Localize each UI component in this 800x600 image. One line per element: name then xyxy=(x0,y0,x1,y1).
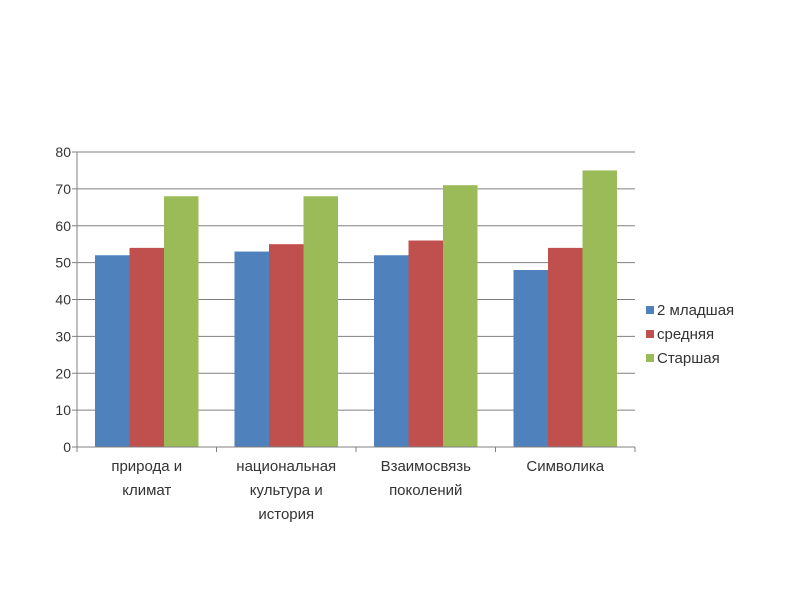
legend-label: 2 младшая xyxy=(657,302,734,319)
x-tick-label: поколений xyxy=(389,482,462,499)
x-tick-label: Взаимосвязь xyxy=(381,458,472,475)
y-tick-label: 10 xyxy=(55,402,71,418)
bar xyxy=(303,196,338,447)
y-tick-label: 80 xyxy=(55,144,71,160)
x-tick-label: климат xyxy=(122,482,171,499)
bar xyxy=(582,170,617,447)
bar xyxy=(374,255,409,447)
y-tick-label: 20 xyxy=(55,365,71,381)
bar xyxy=(408,240,443,447)
legend-swatch xyxy=(646,330,654,338)
legend: 2 младшая средняя Старшая xyxy=(646,302,734,367)
x-tick-label: история xyxy=(258,506,314,523)
bar xyxy=(548,247,583,447)
y-tick-label: 0 xyxy=(63,439,71,455)
bars xyxy=(95,170,617,447)
legend-label: Старшая xyxy=(657,350,720,367)
bar xyxy=(513,270,548,447)
bar xyxy=(95,255,130,447)
y-axis: 0 10 20 30 40 50 60 70 80 xyxy=(55,144,78,455)
bar xyxy=(164,196,199,447)
legend-swatch xyxy=(646,306,654,314)
y-tick-label: 50 xyxy=(55,255,71,271)
bar xyxy=(443,185,478,447)
x-tick-label: национальная xyxy=(236,458,336,475)
y-tick-label: 40 xyxy=(55,292,71,308)
bar xyxy=(269,244,304,447)
bar xyxy=(129,247,164,447)
legend-swatch xyxy=(646,354,654,362)
x-tick-label: природа и xyxy=(111,458,182,475)
y-tick-label: 30 xyxy=(55,328,71,344)
x-tick-label: культура и xyxy=(250,482,323,499)
x-tick-label: Символика xyxy=(526,458,604,475)
y-tick-label: 70 xyxy=(55,181,71,197)
bar xyxy=(234,251,269,447)
x-axis: природа и климат национальная культура и ист… xyxy=(76,446,636,523)
legend-label: средняя xyxy=(657,326,714,343)
y-tick-label: 60 xyxy=(55,218,71,234)
